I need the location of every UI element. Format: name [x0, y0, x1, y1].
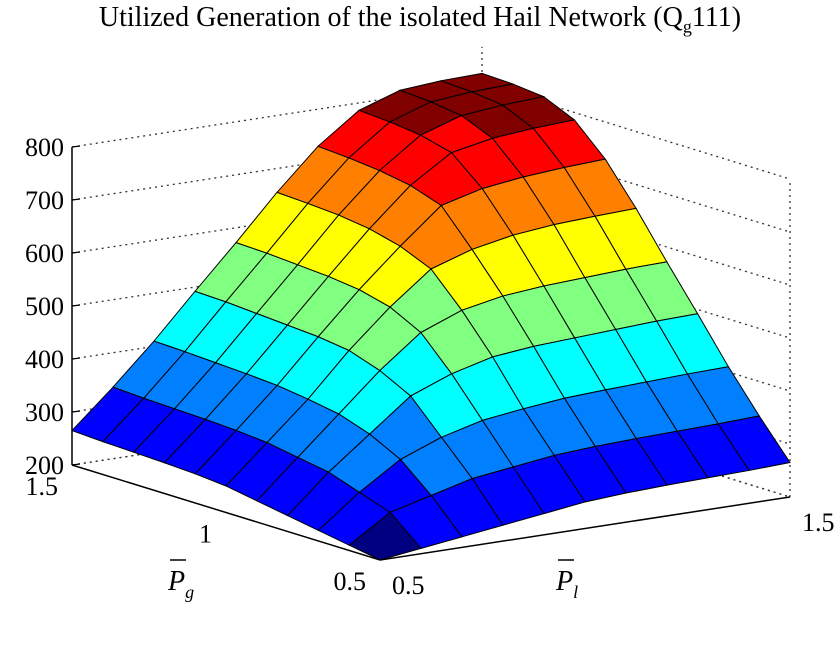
x-tick-label: 1.5: [802, 508, 835, 537]
x-axis-label: Pl: [555, 566, 578, 602]
y-axis-label: Pg: [167, 566, 194, 602]
chart-title-subscript: g: [682, 16, 692, 37]
chart-title-text: Utilized Generation of the isolated Hail…: [98, 2, 683, 33]
y-tick-label: 0.5: [334, 567, 367, 596]
surface-patch: [348, 511, 422, 561]
surface-plot: [71, 72, 791, 561]
z-tick-mark: [71, 304, 81, 307]
z-tick-label: 400: [25, 345, 64, 374]
z-tick-label: 500: [25, 292, 64, 321]
z-tick-label: 800: [25, 133, 64, 162]
z-tick-mark: [71, 410, 81, 413]
chart-title: Utilized Generation of the isolated Hail…: [0, 2, 840, 38]
z-tick-label: 600: [25, 239, 64, 268]
z-tick-mark: [71, 198, 81, 201]
axis-ticks: 200 300 400 500 600 700 800 0.5 1 1.5 0.5 1.5: [25, 133, 835, 600]
y-tick-label: 1: [199, 520, 212, 549]
x-tick-label: 0.5: [392, 571, 425, 600]
z-tick-label: 700: [25, 186, 64, 215]
axis-labels: Pg Pl: [167, 559, 578, 602]
z-tick-mark: [71, 145, 81, 148]
z-tick-mark: [71, 357, 81, 360]
z-tick-label: 300: [25, 398, 64, 427]
chart-title-tail: 111): [691, 2, 742, 33]
y-tick-label: 1.5: [26, 472, 59, 501]
z-tick-mark: [71, 463, 81, 466]
z-tick-label: 200: [25, 451, 64, 480]
z-tick-mark: [71, 251, 81, 254]
